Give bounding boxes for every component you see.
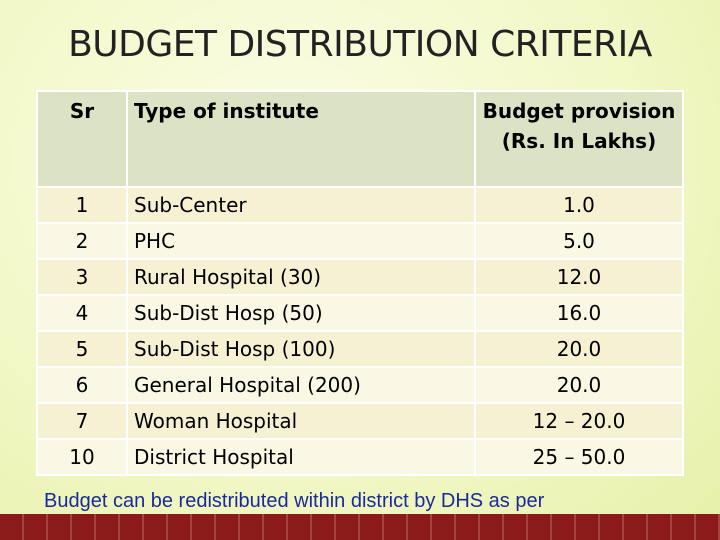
cell-budget: 12 – 20.0 [474, 402, 684, 440]
cell-type: PHC [126, 222, 476, 260]
cell-budget: 20.0 [474, 330, 684, 368]
cell-sr: 1 [36, 186, 128, 224]
cell-budget: 1.0 [474, 186, 684, 224]
table-row: 5 Sub-Dist Hosp (100) 20.0 [36, 330, 684, 368]
cell-type: Sub-Dist Hosp (50) [126, 294, 476, 332]
cell-budget: 25 – 50.0 [474, 438, 684, 476]
header-type: Type of institute [126, 90, 476, 188]
cell-sr: 4 [36, 294, 128, 332]
table-row: 4 Sub-Dist Hosp (50) 16.0 [36, 294, 684, 332]
cell-sr: 10 [36, 438, 128, 476]
cell-type: Woman Hospital [126, 402, 476, 440]
cell-type: Sub-Center [126, 186, 476, 224]
cell-budget: 20.0 [474, 366, 684, 404]
cell-budget: 12.0 [474, 258, 684, 296]
cell-type: Sub-Dist Hosp (100) [126, 330, 476, 368]
cell-budget: 16.0 [474, 294, 684, 332]
cell-sr: 2 [36, 222, 128, 260]
table-header-row: Sr Type of institute Budget provision (R… [36, 90, 684, 188]
cell-type: District Hospital [126, 438, 476, 476]
table-row: 1 Sub-Center 1.0 [36, 186, 684, 224]
footer-note: Budget can be redistributed within distr… [44, 490, 545, 512]
cell-type: Rural Hospital (30) [126, 258, 476, 296]
slide-title: BUDGET DISTRIBUTION CRITERIA [68, 24, 652, 65]
table-row: 10 District Hospital 25 – 50.0 [36, 438, 684, 476]
header-budget: Budget provision (Rs. In Lakhs) [474, 90, 684, 188]
table-row: 6 General Hospital (200) 20.0 [36, 366, 684, 404]
header-sr: Sr [36, 90, 128, 188]
cell-budget: 5.0 [474, 222, 684, 260]
cell-type: General Hospital (200) [126, 366, 476, 404]
table-row: 3 Rural Hospital (30) 12.0 [36, 258, 684, 296]
cell-sr: 6 [36, 366, 128, 404]
cell-sr: 5 [36, 330, 128, 368]
cell-sr: 7 [36, 402, 128, 440]
decorative-footer-band [0, 514, 720, 540]
table-row: 7 Woman Hospital 12 – 20.0 [36, 402, 684, 440]
cell-sr: 3 [36, 258, 128, 296]
budget-table: Sr Type of institute Budget provision (R… [36, 90, 684, 476]
table-row: 2 PHC 5.0 [36, 222, 684, 260]
